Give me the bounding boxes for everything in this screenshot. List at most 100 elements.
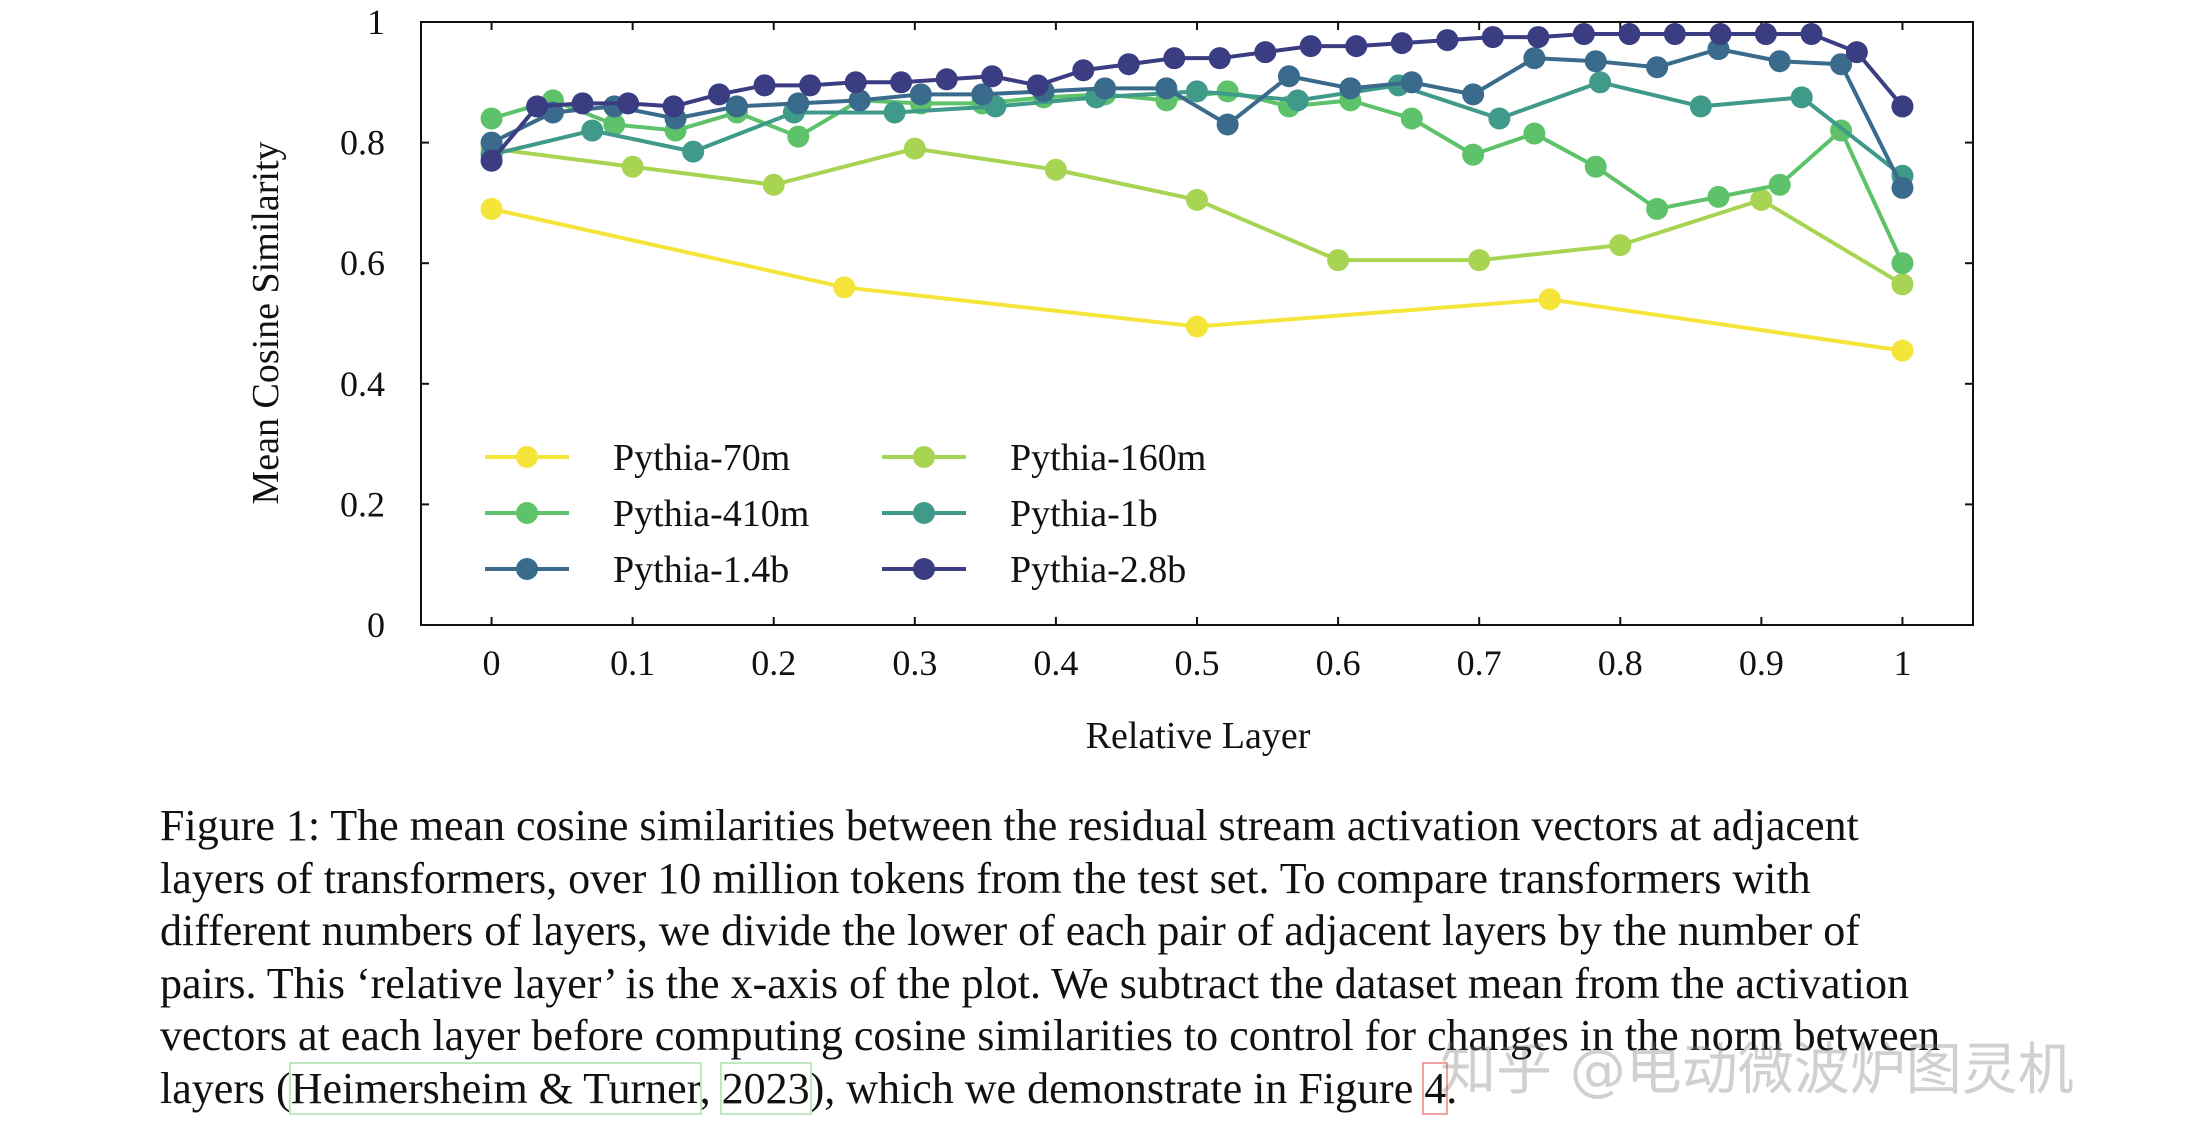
- data-point: [1345, 35, 1368, 58]
- data-point: [1527, 26, 1550, 49]
- legend-swatch-marker: [516, 558, 538, 580]
- legend-item: Pythia-160m: [882, 437, 1206, 479]
- caption-line: Figure 1: The mean cosine similarities b…: [160, 801, 1859, 850]
- data-point: [1481, 26, 1504, 49]
- legend-label: Pythia-70m: [613, 437, 790, 479]
- caption-text: layers (: [160, 1063, 291, 1113]
- legend-swatch-marker: [913, 502, 935, 524]
- data-point: [1468, 249, 1491, 272]
- data-point: [1750, 188, 1773, 211]
- data-point: [1523, 47, 1546, 70]
- data-point: [1163, 47, 1186, 70]
- legend-label: Pythia-2.8b: [1010, 549, 1186, 591]
- data-point: [848, 89, 871, 112]
- y-tick-label: 1: [367, 2, 385, 42]
- data-point: [480, 149, 503, 172]
- data-point: [1790, 86, 1813, 109]
- series-pythia-2-8b: [480, 23, 1914, 172]
- data-point: [1072, 59, 1095, 82]
- x-axis-label: Relative Layer: [1086, 715, 1311, 757]
- data-point: [1584, 155, 1607, 178]
- data-point: [1400, 107, 1423, 130]
- legend-item: Pythia-410m: [485, 493, 809, 535]
- data-point: [1800, 23, 1823, 46]
- data-point: [1689, 95, 1712, 118]
- legend-label: Pythia-1b: [1010, 493, 1158, 535]
- data-point: [1523, 122, 1546, 145]
- legend-label: Pythia-410m: [613, 493, 809, 535]
- data-point: [1208, 47, 1231, 70]
- data-point: [526, 95, 549, 118]
- data-point: [480, 197, 503, 220]
- data-point: [753, 74, 776, 97]
- data-point: [762, 173, 785, 196]
- data-point: [971, 83, 994, 106]
- line-chart: 0 0.1 0.2 0.3 0.4 0.5 0.6 0.7 0.8 0.9 1 0 0.2 0.4 0.6 0…: [245, 2, 1974, 757]
- data-point: [981, 65, 1004, 88]
- data-point: [1216, 80, 1239, 103]
- legend-swatch-marker: [913, 446, 935, 468]
- x-tick-label: 0.6: [1316, 643, 1361, 683]
- chart-legend: Pythia-70m Pythia-160m Pythia-410m Pythia-1…: [485, 437, 1206, 591]
- data-point: [617, 92, 640, 115]
- x-tick-label: 0.1: [610, 643, 655, 683]
- x-tick-label: 0.5: [1175, 643, 1220, 683]
- data-point: [1646, 56, 1669, 79]
- caption-text: ,: [699, 1063, 722, 1113]
- data-point: [1709, 23, 1732, 46]
- data-point: [1538, 288, 1561, 311]
- data-point: [1891, 339, 1914, 362]
- data-point: [1845, 41, 1868, 64]
- data-point: [1707, 185, 1730, 208]
- data-point: [662, 95, 685, 118]
- caption-text: .: [1446, 1063, 1458, 1113]
- data-point: [1462, 143, 1485, 166]
- data-point: [1589, 71, 1612, 94]
- legend-label: Pythia-1.4b: [613, 549, 789, 591]
- data-point: [1186, 188, 1208, 211]
- data-point: [581, 119, 604, 142]
- legend-swatch-marker: [516, 446, 538, 468]
- caption-line: layers of transformers, over 10 million …: [160, 853, 1811, 903]
- data-point: [1186, 80, 1208, 103]
- data-point: [1891, 273, 1914, 296]
- data-point: [903, 137, 926, 160]
- caption-line: pairs. This ‘relative layer’ is the x-ax…: [160, 958, 1909, 1008]
- data-point: [1327, 249, 1350, 272]
- citation-link-year[interactable]: 2023: [719, 1061, 812, 1115]
- data-point: [621, 155, 644, 178]
- caption-line: vectors at each layer before computing c…: [160, 1011, 1941, 1060]
- data-point: [1094, 77, 1117, 100]
- data-point: [1768, 173, 1791, 196]
- data-point: [1390, 32, 1413, 55]
- data-point: [1026, 74, 1049, 97]
- data-point: [909, 83, 932, 106]
- x-tick-label: 0.8: [1598, 643, 1643, 683]
- data-point: [1117, 53, 1140, 76]
- data-point: [1584, 50, 1607, 73]
- citation-link-author[interactable]: Heimersheim & Turner: [288, 1061, 702, 1115]
- legend-label: Pythia-160m: [1010, 437, 1206, 479]
- data-point: [1436, 29, 1459, 52]
- data-point: [1339, 77, 1362, 100]
- caption-line: different numbers of layers, we divide t…: [160, 906, 1860, 955]
- data-point: [1277, 65, 1300, 88]
- data-point: [1830, 53, 1853, 76]
- data-point: [1299, 35, 1322, 58]
- data-point: [890, 71, 913, 94]
- x-tick-label: 0.3: [892, 643, 937, 683]
- caption-last-line: layers (Heimersheim & Turner, 2023), whi…: [160, 1061, 2060, 1116]
- figure-ref-link[interactable]: 4: [1422, 1061, 1449, 1115]
- data-point: [480, 131, 503, 154]
- data-point: [787, 92, 810, 115]
- watermark: 知乎 @电动微波炉图灵机: [1440, 1038, 2074, 1103]
- data-point: [1572, 23, 1595, 46]
- data-point: [1462, 83, 1485, 106]
- data-point: [1618, 23, 1641, 46]
- series-line: [490, 47, 1905, 189]
- data-point: [1891, 176, 1914, 199]
- data-point: [1768, 50, 1791, 73]
- data-point: [1663, 23, 1686, 46]
- data-point: [1891, 95, 1914, 118]
- series-line: [491, 146, 1904, 287]
